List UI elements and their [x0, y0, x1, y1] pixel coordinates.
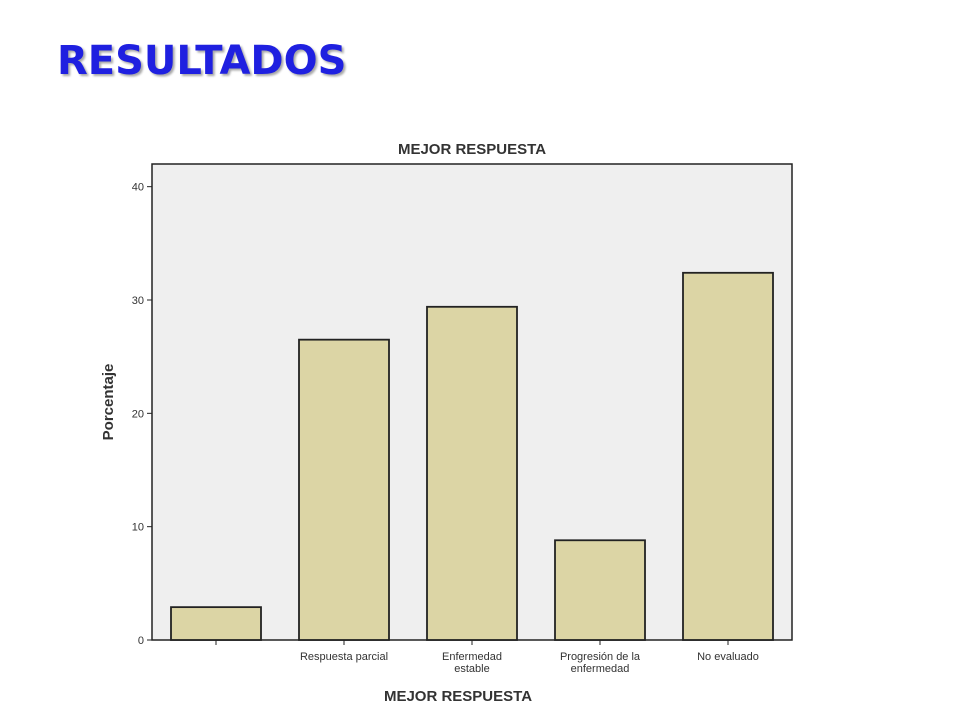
y-tick-label: 20 — [132, 408, 144, 420]
x-tick-label: Enfermedad estable — [442, 651, 502, 675]
y-tick-label: 0 — [138, 635, 144, 647]
x-tick-label: No evaluado — [697, 651, 759, 663]
bar — [298, 338, 390, 641]
y-tick-label: 10 — [132, 522, 144, 534]
slide-title: RESULTADOS — [57, 38, 347, 84]
chart-title: MEJOR RESPUESTA — [398, 141, 546, 158]
bar — [682, 271, 774, 641]
bar — [426, 305, 518, 641]
bar — [554, 539, 646, 641]
y-axis-label: Porcentaje — [100, 364, 117, 441]
y-tick-label: 40 — [132, 182, 144, 194]
bar — [170, 606, 262, 641]
x-axis-label: MEJOR RESPUESTA — [384, 688, 532, 705]
y-axis: 0 10 20 30 40 — [132, 182, 152, 647]
bars — [170, 271, 774, 641]
y-tick-label: 30 — [132, 295, 144, 307]
x-tick-label: Progresión de la enfermedad — [560, 651, 641, 675]
x-axis: Respuesta parcial Enfermedad estable Progre… — [215, 640, 759, 675]
x-tick-label: Respuesta parcial — [300, 651, 388, 663]
